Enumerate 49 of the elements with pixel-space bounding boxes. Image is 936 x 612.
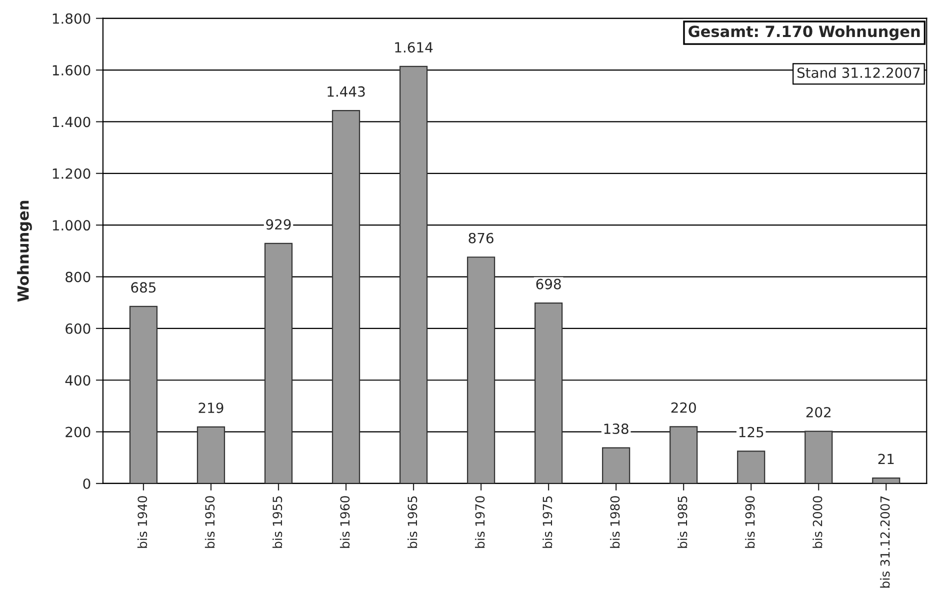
y-tick-label: 600: [66, 323, 90, 334]
x-tick-label: bis 1960: [340, 496, 350, 548]
annotation: Stand 31.12.2007: [797, 67, 920, 78]
y-tick-label: 200: [66, 426, 90, 438]
bar: [129, 306, 158, 484]
bar: [670, 426, 698, 484]
x-tick-label: bis 1965: [407, 496, 418, 548]
y-tick-label: 1.600: [52, 65, 90, 76]
data-label: 202: [806, 406, 830, 418]
y-tick-label: 1.000: [52, 220, 90, 231]
y-tick-label: 800: [66, 272, 90, 282]
x-tick-label: bis 1955: [272, 496, 282, 548]
bar: [804, 430, 833, 484]
y-axis-title: Wohnungen: [17, 200, 32, 302]
data-label: 929: [266, 219, 291, 230]
y-tick-label: 400: [65, 375, 90, 386]
x-tick-label: bis 1940: [137, 496, 148, 548]
x-tick-label: bis 1985: [678, 496, 688, 548]
y-tick-label: 1.400: [52, 116, 90, 128]
annotation: Gesamt: 7.170 Wohnungen: [688, 25, 920, 40]
data-label: 219: [198, 402, 224, 414]
data-label: 685: [131, 282, 156, 293]
data-label: 21: [878, 454, 894, 464]
y-tick-label: 1.800: [52, 13, 90, 24]
x-tick-label: bis 1950: [204, 496, 215, 548]
bar: [602, 447, 630, 484]
data-label: 876: [468, 232, 494, 244]
x-tick-label: bis 1980: [610, 496, 620, 548]
data-label: 220: [671, 402, 696, 413]
x-tick-label: bis 2000: [812, 496, 822, 548]
data-label: 138: [604, 424, 628, 434]
x-tick-label: bis 1990: [745, 496, 755, 548]
data-label: 698: [536, 278, 561, 290]
bar: [332, 110, 360, 484]
bar: [466, 256, 496, 484]
bar: [872, 478, 900, 484]
bar: [196, 426, 226, 484]
bar: [534, 302, 563, 484]
data-label: 1.443: [328, 86, 365, 97]
y-tick-label: 0: [83, 478, 90, 489]
bar: [737, 450, 766, 484]
bar: [264, 242, 293, 484]
x-tick-label: bis 31.12.2007: [880, 496, 890, 588]
x-tick-label: bis 1975: [542, 496, 552, 548]
bar: [399, 66, 428, 484]
data-label: 125: [739, 426, 764, 438]
y-tick-label: 1.200: [52, 168, 90, 179]
x-tick-label: bis 1970: [474, 496, 485, 548]
data-label: 1.614: [395, 42, 433, 53]
